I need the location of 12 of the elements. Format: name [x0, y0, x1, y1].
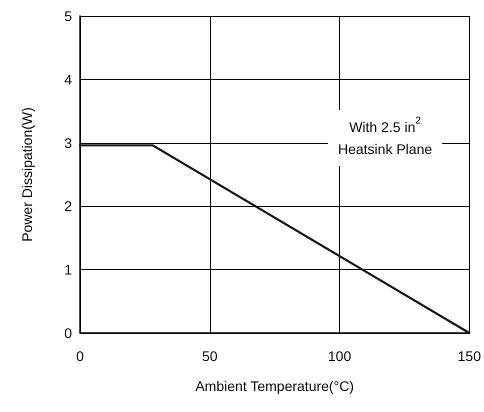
x-tick-label: 100	[328, 348, 352, 364]
y-tick-label: 2	[64, 198, 72, 214]
y-tick-label: 3	[64, 134, 72, 151]
x-tick-label: 0	[76, 348, 84, 364]
y-tick-label: 1	[64, 262, 72, 278]
x-axis-title: Ambient Temperature(°C)	[195, 378, 354, 394]
y-tick-label: 4	[64, 71, 72, 88]
y-tick-label: 0	[64, 325, 72, 341]
x-tick-label: 150	[458, 348, 482, 364]
x-tick-label: 50	[202, 348, 218, 364]
y-tick-label: 5	[64, 8, 72, 24]
y-axis-title: Power Dissipation(W)	[19, 107, 35, 242]
